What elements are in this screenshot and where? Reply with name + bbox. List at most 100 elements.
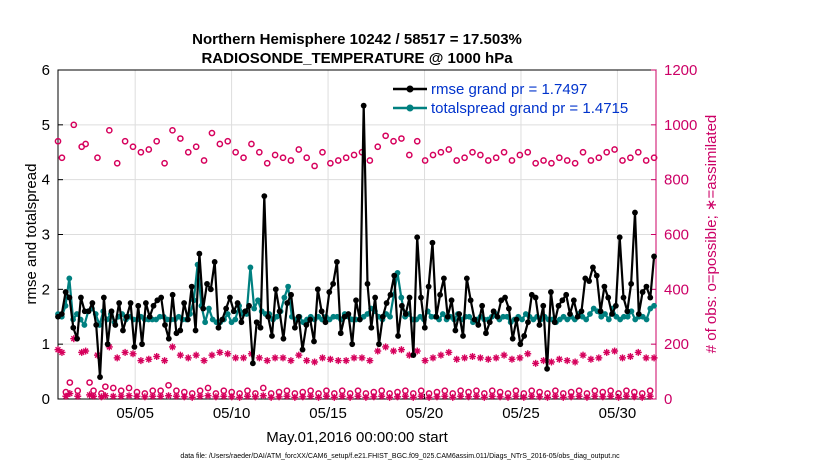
obs-possible-point <box>70 121 78 129</box>
obs-assimilated-point <box>599 393 607 401</box>
obs-assimilated-point <box>204 392 212 400</box>
rmse-point <box>142 300 149 306</box>
obs-possible-point <box>477 151 484 159</box>
asterisk-stroke <box>627 353 634 360</box>
obs-assimilated-point <box>650 354 658 362</box>
rmse-point <box>280 335 287 342</box>
obs-assimilated-point <box>200 357 208 365</box>
asterisk-stroke <box>362 394 369 401</box>
asterisk-stroke <box>177 352 184 359</box>
rmse-point <box>127 300 134 306</box>
rmse-point <box>139 341 145 348</box>
obs-assimilated-point <box>603 348 611 356</box>
obs-assimilated-point <box>607 392 615 400</box>
series-rmse <box>55 102 657 380</box>
rmse-point <box>253 319 260 326</box>
obs-assimilated-point <box>117 392 125 400</box>
obs-assimilated-point <box>390 347 398 355</box>
obs-assimilated-point <box>425 393 433 401</box>
y-right-tick-label: 400 <box>664 281 689 298</box>
rmse-point <box>326 289 333 295</box>
obs-assimilated-point <box>172 392 180 400</box>
obs-assimilated-point <box>512 392 520 400</box>
obs-possible-point <box>334 157 342 164</box>
asterisk-stroke <box>536 393 543 400</box>
asterisk-stroke <box>339 393 346 400</box>
obs-assimilated-point <box>192 351 200 359</box>
obs-assimilated-point <box>342 357 350 365</box>
y-right-tick-label: 800 <box>664 172 689 189</box>
rmse-point <box>276 308 283 315</box>
asterisk-stroke <box>126 392 132 399</box>
obs-assimilated-point <box>232 354 240 362</box>
y-left-tick-label: 4 <box>42 172 50 189</box>
totalspread-point <box>605 316 612 323</box>
rmse-point <box>177 327 184 334</box>
asterisk-stroke <box>272 354 279 361</box>
rmse-point <box>383 300 390 306</box>
asterisk-stroke <box>102 392 109 399</box>
rmse-point <box>505 305 512 312</box>
obs-possible-point <box>390 137 397 145</box>
rmse-point <box>337 330 344 337</box>
rmse-point <box>261 193 268 200</box>
asterisk-stroke <box>607 393 614 400</box>
obs-assimilated-point <box>480 393 488 401</box>
obs-assimilated-point <box>259 392 267 400</box>
obs-assimilated-point <box>208 351 216 359</box>
obs-assimilated-point <box>465 393 473 401</box>
obs-possible-point <box>263 159 271 167</box>
obs-assimilated-point <box>358 354 366 362</box>
asterisk-stroke <box>157 393 164 400</box>
asterisk-stroke <box>505 394 511 401</box>
asterisk-stroke <box>512 393 519 400</box>
rmse-point <box>246 302 252 309</box>
obs-assimilated-point <box>492 354 500 362</box>
rmse-point <box>612 302 619 309</box>
rmse-point <box>200 305 207 312</box>
obs-possible-point <box>445 146 453 153</box>
rmse-point <box>215 324 222 331</box>
rmse-point <box>601 283 608 290</box>
asterisk-stroke <box>173 393 180 400</box>
obs-possible-point <box>552 387 559 395</box>
asterisk-stroke <box>311 359 318 365</box>
obs-possible-point <box>224 137 232 145</box>
obs-possible-point <box>437 148 445 156</box>
obs-assimilated-point <box>153 353 161 361</box>
obs-possible-point <box>366 157 374 164</box>
obs-possible-point <box>548 159 555 167</box>
asterisk-stroke <box>205 392 211 399</box>
chart-title: Northern Hemisphere 10242 / 58517 = 17.5… <box>192 31 522 48</box>
asterisk-stroke <box>295 352 302 359</box>
obs-assimilated-point <box>58 348 66 356</box>
obs-possible-point <box>173 387 180 395</box>
obs-assimilated-point <box>524 350 532 358</box>
asterisk-stroke <box>359 354 365 361</box>
asterisk-stroke <box>635 349 642 356</box>
rmse-point <box>356 316 363 323</box>
obs-assimilated-point <box>168 343 176 351</box>
rmse-point <box>544 365 550 372</box>
obs-assimilated-point <box>615 393 623 401</box>
rmse-point <box>605 294 612 301</box>
obs-assimilated-point <box>74 392 82 400</box>
asterisk-stroke <box>489 393 496 400</box>
asterisk-stroke <box>426 394 433 401</box>
rmse-point <box>292 324 298 331</box>
rmse-point <box>345 311 352 317</box>
obs-assimilated-point <box>634 348 642 356</box>
legend-rmse-marker <box>406 85 414 93</box>
asterisk-stroke <box>252 393 259 400</box>
asterisk-stroke <box>509 356 515 363</box>
y-right-tick-label: 1200 <box>664 62 697 79</box>
obs-assimilated-point <box>433 393 441 401</box>
asterisk-stroke <box>153 353 160 360</box>
totalspread-point <box>206 305 212 312</box>
asterisk-stroke <box>343 357 350 364</box>
asterisk-stroke <box>647 393 654 400</box>
asterisk-stroke <box>240 354 247 361</box>
obs-assimilated-point <box>630 393 638 401</box>
asterisk-stroke <box>564 357 571 364</box>
asterisk-stroke <box>224 350 231 357</box>
